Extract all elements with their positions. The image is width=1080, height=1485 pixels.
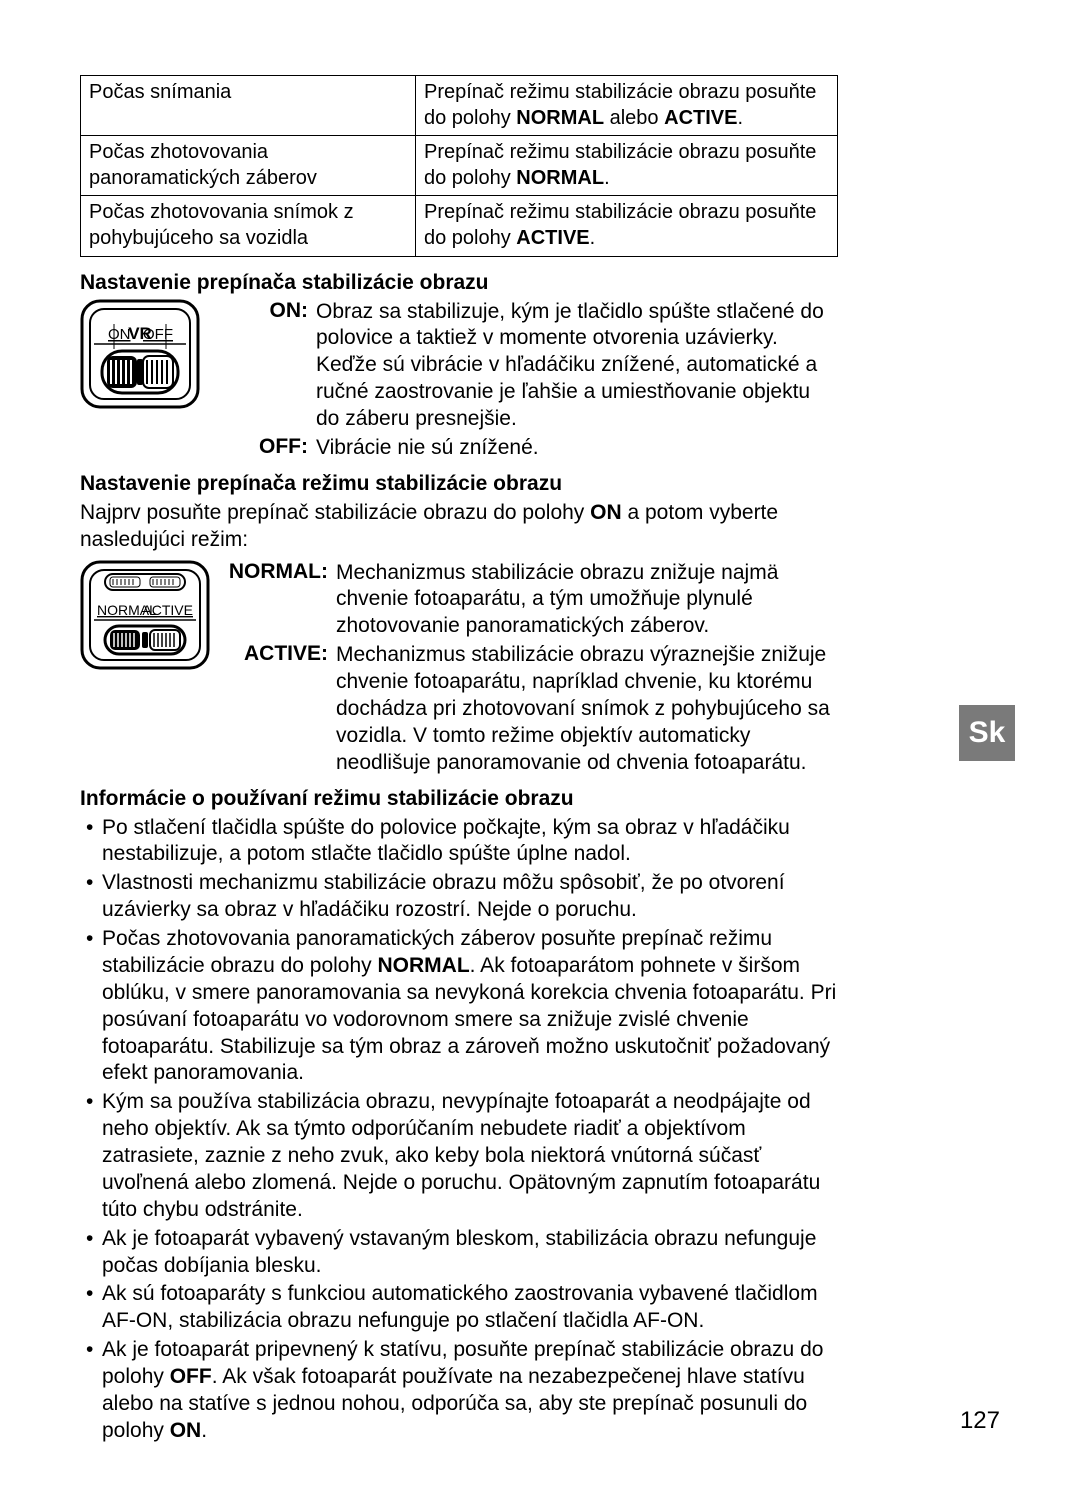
table-cell: Počas snímania <box>81 76 416 136</box>
table-row: Počas zhotovovania snímok z pohybujúceho… <box>81 196 838 256</box>
section-title-vr-info: Informácie o používaní režimu stabilizác… <box>80 787 838 811</box>
table-row: Počas snímania Prepínač režimu stabilizá… <box>81 76 838 136</box>
table-cell: Počas zhotovovania panoramatických záber… <box>81 136 416 196</box>
vr-on-off-switch-illustration: ON VR OFF <box>80 299 200 409</box>
active-label: ACTIVE: <box>224 642 328 776</box>
vr-info-list: Po stlačení tlačidla spúšte do polovice … <box>80 815 838 1445</box>
section-title-vr-mode-switch: Nastavenie prepínača režimu stabilizácie… <box>80 472 838 496</box>
list-item: Ak sú fotoaparáty s funkciou automatické… <box>80 1281 838 1335</box>
off-description: Vibrácie nie sú znížené. <box>316 435 838 462</box>
table-cell: Počas zhotovovania snímok z pohybujúceho… <box>81 196 416 256</box>
table-cell: Prepínač režimu stabilizácie obrazu posu… <box>416 196 838 256</box>
vr-mode-intro: Najprv posuňte prepínač stabilizácie obr… <box>80 500 838 554</box>
list-item: Počas zhotovovania panoramatických záber… <box>80 926 838 1087</box>
list-item: Ak je fotoaparát pripevnený k statívu, p… <box>80 1337 838 1445</box>
list-item: Vlastnosti mechanizmu stabilizácie obraz… <box>80 870 838 924</box>
normal-description: Mechanizmus stabilizácie obrazu znižuje … <box>336 560 838 641</box>
list-item: Kým sa používa stabilizácia obrazu, nevy… <box>80 1089 838 1223</box>
on-description: Obraz sa stabilizuje, kým je tlačidlo sp… <box>316 299 838 433</box>
svg-text:OFF: OFF <box>143 326 173 343</box>
page-number: 127 <box>960 1407 1000 1435</box>
table-cell: Prepínač režimu stabilizácie obrazu posu… <box>416 136 838 196</box>
on-label: ON: <box>214 299 308 433</box>
table-cell: Prepínač režimu stabilizácie obrazu posu… <box>416 76 838 136</box>
normal-label: NORMAL: <box>224 560 328 641</box>
list-item: Ak je fotoaparát vybavený vstavaným bles… <box>80 1226 838 1280</box>
svg-text:ON: ON <box>108 326 131 343</box>
section-title-vr-switch: Nastavenie prepínača stabilizácie obrazu <box>80 271 838 295</box>
vr-mode-table: Počas snímania Prepínač režimu stabilizá… <box>80 75 838 257</box>
list-item: Po stlačení tlačidla spúšte do polovice … <box>80 815 838 869</box>
vr-normal-active-switch-illustration: NORMAL ACTIVE <box>80 560 210 670</box>
off-label: OFF: <box>214 435 308 462</box>
table-row: Počas zhotovovania panoramatických záber… <box>81 136 838 196</box>
active-description: Mechanizmus stabilizácie obrazu výraznej… <box>336 642 838 776</box>
svg-text:ACTIVE: ACTIVE <box>142 602 193 618</box>
language-tab: Sk <box>959 705 1015 761</box>
